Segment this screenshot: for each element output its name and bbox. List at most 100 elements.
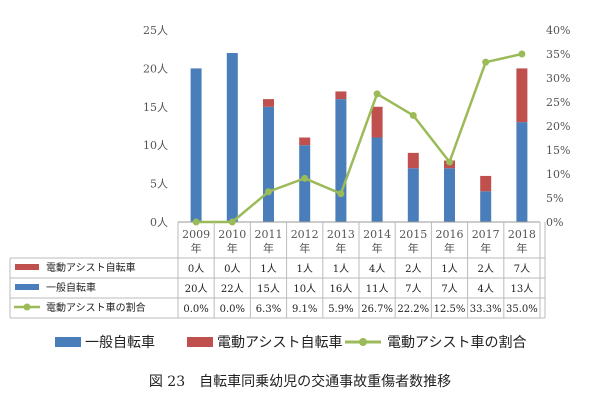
table-cell: 9.1% xyxy=(292,304,317,315)
y-left-tick-label: 25人 xyxy=(143,24,168,37)
table-row-header: 電動アシスト自転車 xyxy=(46,261,136,274)
table-cell: 1人 xyxy=(260,263,276,275)
table-cell: 2人 xyxy=(478,263,494,275)
y-right-tick-label: 25% xyxy=(546,96,570,109)
legend: 一般自転車 電動アシスト自転車 電動アシスト車の割合 xyxy=(55,334,526,351)
x-tick-label: 2011 年 xyxy=(255,228,283,255)
axes-layer: 0人 5人 10人 15人 20人 25人 0% 5% 10% 15% 20% 25% 30% 35% 40… xyxy=(143,24,570,229)
y-right-tick-label: 30% xyxy=(546,72,570,85)
table-cell: 0人 xyxy=(224,263,240,275)
x-tick-label: 2016 年 xyxy=(436,228,464,255)
table-cell: 4人 xyxy=(369,263,385,275)
table-cell: 2人 xyxy=(405,263,421,275)
ratio-line xyxy=(196,52,523,224)
table-cell: 7人 xyxy=(441,283,457,295)
y-left-tick-label: 0人 xyxy=(150,216,168,229)
y-left-tick-label: 5人 xyxy=(150,178,168,191)
table-cell: 5.9% xyxy=(328,304,353,315)
table-cell: 16人 xyxy=(330,283,353,295)
bar-general-7 xyxy=(444,168,455,222)
bar-electric-2 xyxy=(263,99,274,107)
bar-electric-3 xyxy=(299,137,311,146)
bar-electric-5 xyxy=(371,106,383,138)
legend-marker xyxy=(359,338,367,346)
bar-electric-9 xyxy=(516,68,528,123)
ratio-point-2 xyxy=(265,188,272,196)
x-tick-label: 2017 年 xyxy=(472,228,500,255)
legend-label: 電動アシスト自転車 xyxy=(217,334,342,351)
bars-layer xyxy=(190,53,528,223)
x-tick-label: 2014 年 xyxy=(363,228,391,255)
y-left-tick-label: 10人 xyxy=(143,139,168,152)
table-cell: 1人 xyxy=(333,263,349,275)
table-cell: 35.0% xyxy=(506,304,538,315)
y-right-tick-label: 5% xyxy=(546,192,563,205)
bar-general-1 xyxy=(226,53,238,222)
bar-electric-6 xyxy=(407,152,419,169)
data-table: 2009 年 2010 年 2011 年 2012 年 2013 年 2014 年 2015 年 2016 年… xyxy=(9,222,546,319)
table-cell: 10人 xyxy=(293,283,316,295)
y-right-tick-label: 10% xyxy=(546,168,570,181)
table-cell: 1人 xyxy=(297,263,313,275)
table-cell: 7人 xyxy=(514,263,530,275)
y-right-tick-label: 40% xyxy=(546,24,570,37)
legend-label: 一般自転車 xyxy=(85,334,155,351)
legend-swatch xyxy=(55,337,81,347)
bar-general-5 xyxy=(371,137,383,222)
table-cell: 15人 xyxy=(257,283,280,295)
table-cell: 1人 xyxy=(441,263,457,275)
ratio-point-4 xyxy=(337,190,345,198)
table-row-header: 一般自転車 xyxy=(46,281,96,294)
x-tick-label: 2012 年 xyxy=(291,228,319,255)
table-cell: 0人 xyxy=(188,263,204,275)
line-layer xyxy=(192,50,526,226)
ratio-point-5 xyxy=(373,90,381,98)
table-cell: 6.3% xyxy=(256,304,281,315)
x-tick-label: 2010 年 xyxy=(218,228,246,255)
ratio-point-7 xyxy=(446,158,453,166)
bar-general-3 xyxy=(299,145,311,222)
y-right-tick-label: 15% xyxy=(546,144,570,157)
table-cell: 20人 xyxy=(185,283,208,295)
x-tick-label: 2015 年 xyxy=(399,228,427,255)
bar-general-2 xyxy=(263,106,274,222)
y-right-tick-label: 35% xyxy=(546,48,570,61)
legend-label: 電動アシスト車の割合 xyxy=(387,334,526,351)
table-key-marker xyxy=(23,303,31,311)
ratio-point-8 xyxy=(482,58,490,66)
ratio-point-6 xyxy=(409,111,417,119)
y-left-tick-label: 20人 xyxy=(143,62,168,75)
ratio-point-3 xyxy=(301,174,309,182)
table-cell: 0.0% xyxy=(183,304,208,315)
ratio-point-9 xyxy=(518,50,526,58)
table-cell: 12.5% xyxy=(434,304,466,315)
x-tick-label: 2009 年 xyxy=(182,228,210,255)
table-cell: 26.7% xyxy=(361,304,393,315)
y-right-tick-label: 0% xyxy=(546,216,563,229)
bar-electric-8 xyxy=(480,175,492,192)
y-right-tick-label: 20% xyxy=(546,120,570,133)
x-tick-label: 2018 年 xyxy=(508,228,536,255)
bar-general-4 xyxy=(335,99,347,222)
bar-general-6 xyxy=(407,168,419,222)
table-row-header: 電動アシスト車の割合 xyxy=(46,301,146,314)
table-cell: 4人 xyxy=(478,283,494,295)
bar-general-9 xyxy=(516,122,528,222)
bar-general-8 xyxy=(480,191,492,222)
table-cell: 22.2% xyxy=(397,304,429,315)
x-tick-label: 2013 年 xyxy=(327,228,355,255)
table-cell: 33.3% xyxy=(470,304,502,315)
table-cell: 11人 xyxy=(366,283,389,295)
table-cell: 0.0% xyxy=(220,304,245,315)
table-key-swatch xyxy=(15,284,39,290)
table-cell: 13人 xyxy=(511,283,534,295)
table-key-swatch xyxy=(15,264,39,270)
ratio-point-0 xyxy=(192,218,200,226)
ratio-point-1 xyxy=(228,218,236,226)
legend-swatch xyxy=(187,337,213,347)
y-left-tick-label: 15人 xyxy=(143,101,168,114)
table-cell: 22人 xyxy=(221,283,244,295)
table-cell: 7人 xyxy=(405,283,421,295)
chart-caption: 図 23 自転車同乗幼児の交通事故重傷者数推移 xyxy=(149,373,451,390)
